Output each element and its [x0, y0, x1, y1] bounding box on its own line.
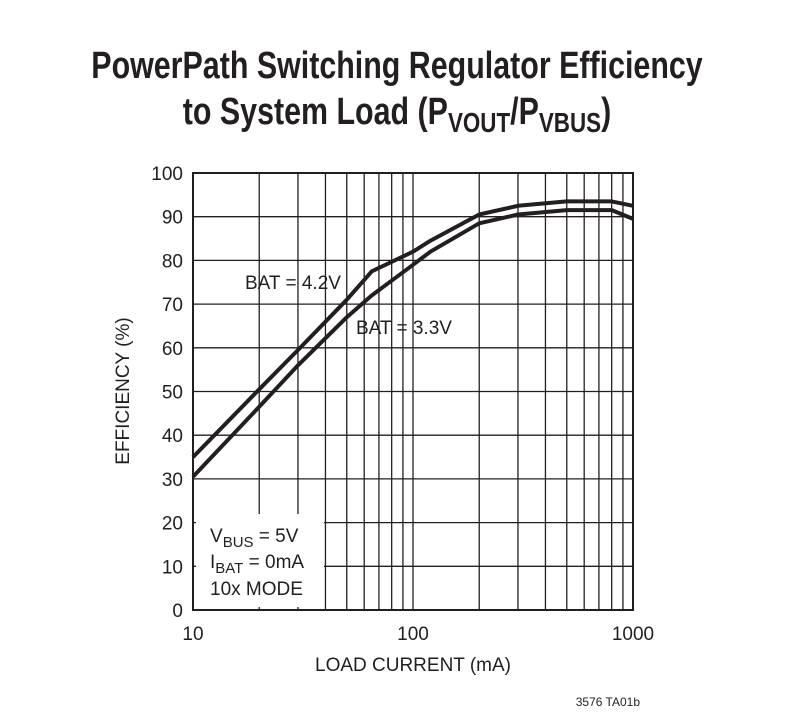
title-group: PowerPath Switching Regulator Efficiency… — [91, 45, 702, 139]
condition: VBUS = 5V — [210, 526, 299, 551]
y-tick-label: 60 — [162, 339, 183, 360]
y-tick-label: 20 — [162, 514, 183, 535]
y-tick-label: 50 — [162, 383, 183, 404]
series-label: BAT = 3.3V — [356, 318, 452, 339]
y-axis-label: EFFICIENCY (%) — [113, 317, 134, 464]
series-label: BAT = 4.2V — [245, 273, 341, 294]
x-tick-label: 10 — [182, 624, 203, 645]
series-line — [191, 199, 634, 459]
x-axis-label: LOAD CURRENT (mA) — [315, 655, 511, 676]
plot-frame — [192, 172, 634, 611]
cond-part: = 0mA — [243, 552, 304, 573]
title-sub: VOUT — [448, 108, 511, 139]
chart-title: to System Load (PVOUT/PVBUS) — [183, 91, 611, 139]
condition-box — [196, 514, 324, 607]
cond-part: = 5V — [254, 526, 299, 547]
condition: IBAT = 0mA — [210, 552, 304, 577]
y-tick-label: 100 — [151, 164, 183, 185]
x-tick-label: 1000 — [612, 624, 654, 645]
lines — [191, 199, 634, 479]
x-tick-label: 100 — [397, 624, 429, 645]
y-tick-label: 10 — [162, 557, 183, 578]
y-tick-label: 70 — [162, 295, 183, 316]
title-part: ) — [601, 91, 611, 133]
cond-sub: BAT — [215, 560, 243, 577]
title-part: to System Load (P — [183, 91, 448, 133]
cond-sub: BUS — [223, 534, 254, 551]
title-sub: VBUS — [539, 108, 601, 139]
y-tick-label: 0 — [172, 601, 183, 622]
y-tick-label: 80 — [162, 251, 183, 272]
title-part: /P — [510, 91, 539, 133]
series-line — [191, 208, 634, 479]
y-tick-label: 40 — [162, 426, 183, 447]
cond-part: I — [210, 552, 215, 573]
y-tick-label: 90 — [162, 208, 183, 229]
y-tick-label: 30 — [162, 470, 183, 491]
chart-title: PowerPath Switching Regulator Efficiency — [91, 45, 702, 87]
footnote: 3576 TA01b — [576, 695, 641, 709]
condition: 10x MODE — [210, 579, 303, 600]
cond-part: V — [210, 526, 223, 547]
